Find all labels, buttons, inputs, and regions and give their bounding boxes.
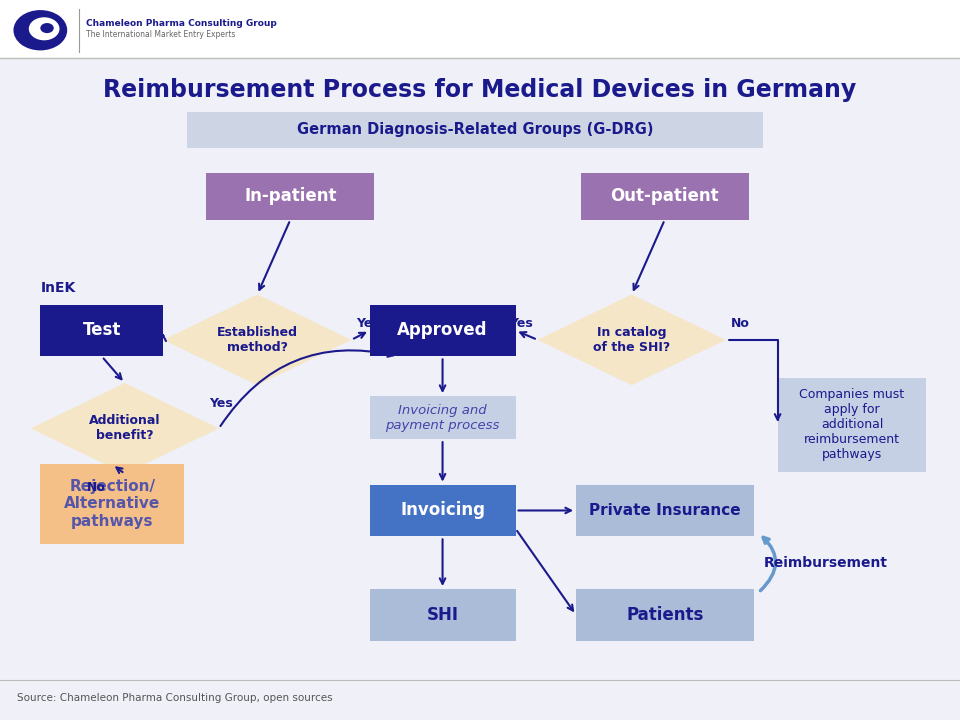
Text: Private Insurance: Private Insurance	[589, 503, 740, 518]
Text: Rejection/
Alternative
pathways: Rejection/ Alternative pathways	[64, 479, 160, 529]
Text: No: No	[731, 318, 750, 330]
Text: Yes: Yes	[356, 318, 380, 330]
FancyBboxPatch shape	[370, 396, 516, 439]
Text: In catalog
of the SHI?: In catalog of the SHI?	[593, 326, 670, 354]
Text: The International Market Entry Experts: The International Market Entry Experts	[86, 30, 236, 39]
Text: Patients: Patients	[626, 606, 704, 624]
Text: Established
method?: Established method?	[217, 326, 298, 354]
Text: Approved: Approved	[397, 321, 488, 339]
FancyBboxPatch shape	[206, 173, 374, 220]
FancyBboxPatch shape	[370, 305, 516, 356]
Text: Invoicing and
payment process: Invoicing and payment process	[385, 404, 500, 431]
Text: No: No	[86, 481, 106, 494]
FancyBboxPatch shape	[370, 485, 516, 536]
FancyBboxPatch shape	[576, 589, 754, 641]
FancyBboxPatch shape	[0, 0, 960, 58]
Text: Yes: Yes	[509, 318, 533, 330]
FancyBboxPatch shape	[40, 305, 163, 356]
FancyBboxPatch shape	[576, 485, 754, 536]
FancyBboxPatch shape	[187, 112, 763, 148]
FancyBboxPatch shape	[370, 589, 516, 641]
FancyBboxPatch shape	[581, 173, 749, 220]
Text: Reimbursement: Reimbursement	[763, 556, 888, 570]
FancyBboxPatch shape	[40, 464, 184, 544]
Circle shape	[40, 23, 54, 33]
Text: Invoicing: Invoicing	[400, 501, 485, 520]
Text: No: No	[139, 318, 158, 330]
Text: Additional
benefit?: Additional benefit?	[89, 415, 160, 442]
FancyBboxPatch shape	[778, 378, 926, 472]
Text: German Diagnosis-Related Groups (G-DRG): German Diagnosis-Related Groups (G-DRG)	[297, 122, 654, 137]
Circle shape	[29, 17, 60, 40]
Polygon shape	[31, 383, 219, 474]
Circle shape	[13, 10, 67, 50]
Text: InEK: InEK	[40, 281, 76, 295]
Text: Out-patient: Out-patient	[611, 187, 719, 205]
Text: Yes: Yes	[209, 397, 233, 410]
Text: Reimbursement Process for Medical Devices in Germany: Reimbursement Process for Medical Device…	[104, 78, 856, 102]
Polygon shape	[163, 294, 351, 385]
Polygon shape	[538, 294, 726, 385]
Text: Companies must
apply for
additional
reimbursement
pathways: Companies must apply for additional reim…	[800, 388, 904, 462]
Text: In-patient: In-patient	[244, 187, 337, 205]
Text: SHI: SHI	[426, 606, 459, 624]
Text: Source: Chameleon Pharma Consulting Group, open sources: Source: Chameleon Pharma Consulting Grou…	[17, 693, 333, 703]
Text: Chameleon Pharma Consulting Group: Chameleon Pharma Consulting Group	[86, 19, 277, 27]
Text: Test: Test	[83, 321, 121, 339]
